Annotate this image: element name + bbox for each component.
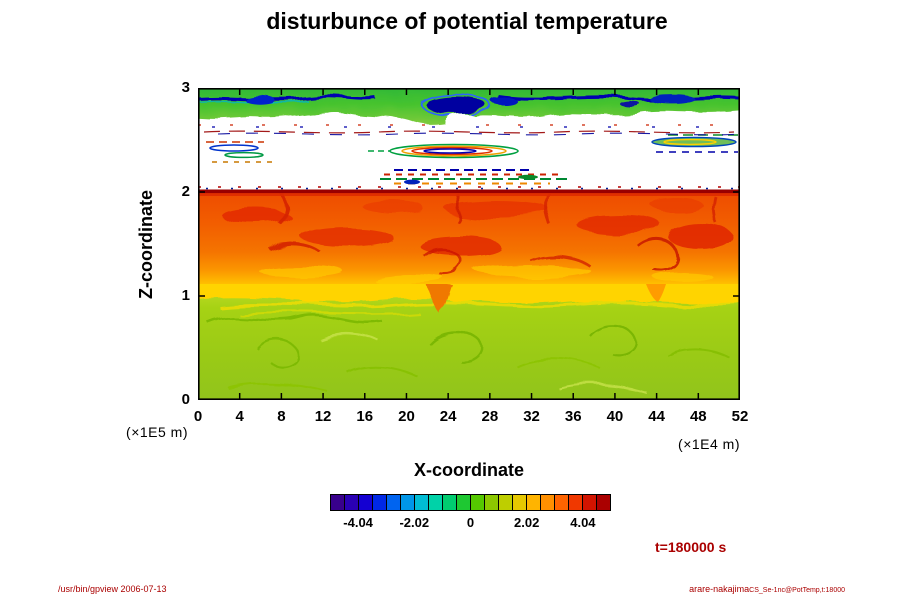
top-green-band [198, 88, 740, 129]
time-annotation: t=180000 s [655, 539, 727, 555]
colorbar-cell [540, 495, 554, 510]
colorbar-cell [554, 495, 568, 510]
footer-user-stamp: arare-nakajimaCS_Se-1nc@PotTemp,t:18000 [689, 584, 845, 594]
x-tick-label: 20 [398, 408, 415, 425]
colorbar-tick-label: 4.04 [570, 515, 596, 530]
colorbar-cells [331, 495, 610, 510]
footer-command-stamp: /usr/bin/gpview 2006-07-13 [58, 584, 167, 594]
colorbar-cell [331, 495, 344, 510]
x-tick-label: 8 [277, 408, 286, 425]
colorbar-cell [372, 495, 386, 510]
x-tick-label: 36 [564, 408, 582, 425]
colorbar-cell [400, 495, 414, 510]
x-tick-label: 44 [648, 408, 665, 425]
plot-frame [198, 88, 740, 400]
colorbar-cell [456, 495, 470, 510]
colorbar-tick-label: -2.02 [399, 515, 430, 530]
x-tick-label: 40 [606, 408, 624, 425]
colorbar-cell [442, 495, 456, 510]
colorbar-cell [596, 495, 610, 510]
x-tick-label: 12 [314, 408, 332, 425]
interface-line [198, 189, 740, 196]
footer-user-main: arare-nakajima [689, 584, 750, 594]
y-axis-unit: (×1E5 m) [126, 424, 188, 440]
heatmap-canvas [198, 88, 740, 400]
x-tick-label: 32 [523, 408, 540, 425]
colorbar-cell [428, 495, 442, 510]
colorbar [330, 494, 611, 511]
y-axis-label: Z-coordinate [135, 189, 156, 299]
colorbar-cell [568, 495, 582, 510]
colorbar-tick-label: -4.04 [343, 515, 373, 530]
x-tick-label: 52 [731, 408, 749, 425]
colorbar-cell [484, 495, 498, 510]
colorbar-cell [512, 495, 526, 510]
colorbar-cell [344, 495, 358, 510]
x-tick-label: 28 [481, 408, 499, 425]
colorbar-cell [582, 495, 596, 510]
colorbar-cell [498, 495, 512, 510]
x-tick-label: 48 [689, 408, 707, 425]
colorbar-tick-label: 0 [466, 515, 475, 530]
x-axis-unit: (×1E4 m) [678, 436, 740, 452]
colorbar-tick-label: 2.02 [514, 515, 540, 530]
x-tick-label: 4 [235, 408, 244, 425]
y-tick-label: 2 [181, 183, 190, 200]
colorbar-cell [386, 495, 400, 510]
mixed-layer-green [198, 284, 740, 400]
y-tick-label: 1 [181, 287, 190, 304]
colorbar-cell [414, 495, 428, 510]
colorbar-cell [526, 495, 540, 510]
y-tick-label: 3 [181, 79, 190, 96]
y-tick-label: 0 [181, 391, 190, 408]
blank-band-filaments [198, 124, 740, 190]
x-axis-label: X-coordinate [413, 460, 524, 480]
colorbar-tick-labels: -4.04 -2.02 0 2.02 4.04 [330, 515, 611, 531]
page-title: disturbunce of potential temperature [266, 8, 668, 34]
heatmap-plot [198, 88, 740, 400]
x-tick-label: 0 [193, 408, 203, 425]
footer-user-detail: CS_Se-1nc@PotTemp,t:18000 [749, 587, 845, 594]
x-tick-label: 24 [439, 408, 457, 425]
colorbar-cell [470, 495, 484, 510]
x-tick-label: 16 [356, 408, 374, 425]
colorbar-cell [358, 495, 372, 510]
convective-orange-layer [198, 192, 740, 284]
